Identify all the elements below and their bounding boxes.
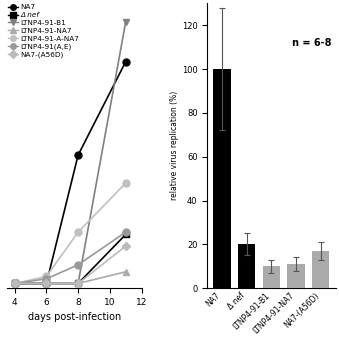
LTNP4-91-A-NA7 bbox=[13, 281, 17, 285]
LTNP4-91(A,E) bbox=[44, 277, 48, 281]
LTNP4-91-NA7 bbox=[13, 281, 17, 285]
Legend: NA7, Δ nef, LTNP4-91-B1, LTNP4-91-NA7, LTNP4-91-A-NA7, LTNP4-91(A,E), NA7-(A56D): NA7, Δ nef, LTNP4-91-B1, LTNP4-91-NA7, L… bbox=[7, 4, 79, 58]
Line: LTNP4-91-A-NA7: LTNP4-91-A-NA7 bbox=[11, 180, 129, 287]
LTNP4-91-B1 bbox=[44, 281, 48, 285]
Text: LTNP4-91-NA7: LTNP4-91-NA7 bbox=[252, 291, 296, 336]
Text: LTNP4-91-B1: LTNP4-91-B1 bbox=[231, 291, 272, 331]
LTNP4-91-NA7 bbox=[44, 281, 48, 285]
LTNP4-91-NA7 bbox=[76, 281, 80, 285]
Text: NA7: NA7 bbox=[204, 291, 222, 308]
Δ nef bbox=[44, 281, 48, 285]
NA7 bbox=[44, 281, 48, 285]
Y-axis label: relative virus replication (%): relative virus replication (%) bbox=[170, 91, 179, 200]
LTNP4-91-NA7 bbox=[124, 270, 128, 274]
LTNP4-91(A,E) bbox=[124, 230, 128, 234]
Line: Δ nef: Δ nef bbox=[11, 231, 129, 287]
Δ nef bbox=[124, 233, 128, 237]
NA7-(A56D) bbox=[76, 281, 80, 285]
Line: NA7: NA7 bbox=[11, 58, 129, 287]
Line: NA7-(A56D): NA7-(A56D) bbox=[12, 243, 128, 286]
NA7 bbox=[13, 281, 17, 285]
Text: n = 6-8: n = 6-8 bbox=[292, 38, 332, 47]
Bar bbox=[263, 266, 280, 288]
Text: A: A bbox=[7, 0, 16, 1]
LTNP4-91-A-NA7 bbox=[44, 275, 48, 279]
Text: B: B bbox=[179, 0, 188, 1]
LTNP4-91-A-NA7 bbox=[76, 230, 80, 234]
LTNP4-91(A,E) bbox=[76, 263, 80, 267]
Bar bbox=[312, 251, 330, 288]
NA7-(A56D) bbox=[44, 281, 48, 285]
Bar bbox=[238, 244, 255, 288]
X-axis label: days post-infection: days post-infection bbox=[27, 313, 121, 322]
NA7-(A56D) bbox=[124, 244, 128, 248]
Δ nef bbox=[76, 281, 80, 285]
NA7 bbox=[76, 153, 80, 157]
Line: LTNP4-91-B1: LTNP4-91-B1 bbox=[11, 19, 129, 287]
Text: NA7-(A56D): NA7-(A56D) bbox=[282, 291, 321, 330]
LTNP4-91-B1 bbox=[13, 281, 17, 285]
Line: LTNP4-91(A,E): LTNP4-91(A,E) bbox=[11, 229, 129, 287]
LTNP4-91-A-NA7 bbox=[124, 181, 128, 185]
Bar bbox=[287, 264, 305, 288]
Text: Δ nef: Δ nef bbox=[226, 291, 247, 311]
LTNP4-91-B1 bbox=[124, 20, 128, 24]
NA7 bbox=[124, 60, 128, 64]
Bar bbox=[214, 69, 231, 288]
NA7-(A56D) bbox=[13, 281, 17, 285]
LTNP4-91-B1 bbox=[76, 281, 80, 285]
Line: LTNP4-91-NA7: LTNP4-91-NA7 bbox=[11, 268, 129, 287]
LTNP4-91(A,E) bbox=[13, 281, 17, 285]
Δ nef bbox=[13, 281, 17, 285]
